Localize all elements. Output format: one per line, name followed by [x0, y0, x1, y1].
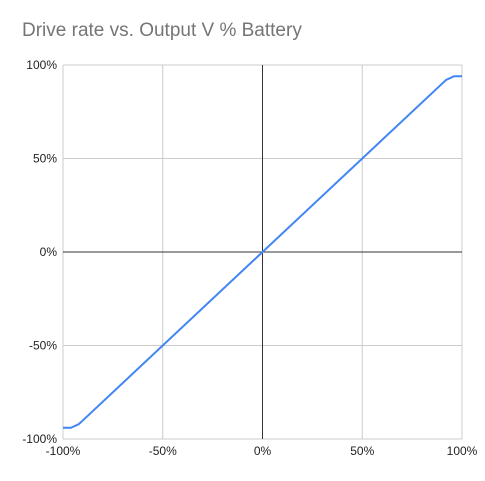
x-tick-labels: -100% -50% 0% 50% 100%: [46, 444, 478, 458]
x-tick-label: -100%: [46, 444, 81, 458]
y-tick-label: 50%: [33, 152, 57, 166]
x-tick-label: -50%: [149, 444, 177, 458]
x-tick-label: 0%: [254, 444, 272, 458]
y-tick-label: 100%: [26, 58, 57, 72]
x-tick-label: 100%: [447, 444, 478, 458]
series-group: [63, 75, 462, 429]
chart-title: Drive rate vs. Output V % Battery: [22, 20, 302, 41]
y-tick-label: -50%: [29, 339, 57, 353]
y-tick-labels: -100% -50% 0% 50% 100%: [22, 58, 57, 446]
series-line: [63, 75, 462, 429]
x-tick-label: 50%: [350, 444, 374, 458]
y-tick-label: 0%: [40, 245, 58, 259]
y-tick-label: -100%: [22, 432, 57, 446]
